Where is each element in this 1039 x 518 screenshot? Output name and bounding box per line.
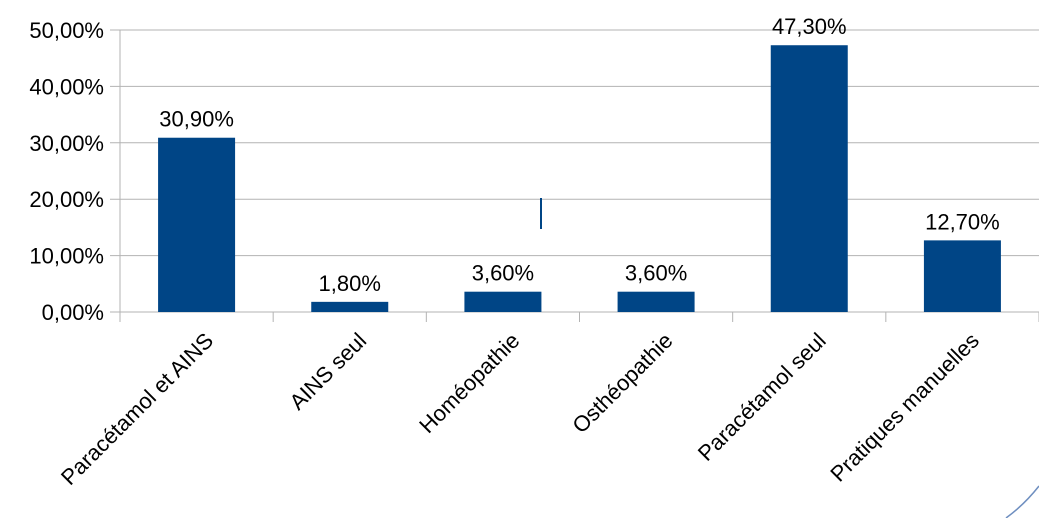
bar (770, 45, 848, 313)
bar (464, 291, 542, 312)
x-category-label: Paracétamol seul (693, 328, 831, 466)
x-category-label: Osthéopathie (567, 328, 677, 438)
y-tick-label: 20,00% (29, 187, 104, 212)
y-tick-label: 30,00% (29, 131, 104, 156)
data-label: 47,30% (772, 14, 847, 39)
data-label: 30,90% (159, 107, 234, 132)
bar (617, 291, 695, 312)
corner-arc-decoration (1005, 485, 1039, 518)
y-tick-label: 40,00% (29, 74, 104, 99)
grid-layer (110, 29, 1039, 313)
y-tick-label: 50,00% (29, 18, 104, 43)
x-category-label: Pratiques manuelles (825, 328, 984, 487)
x-category-label: Paracétamol et AINS (56, 328, 218, 490)
bar-layer (158, 45, 1001, 313)
bar (158, 137, 236, 312)
data-label: 12,70% (925, 209, 1000, 234)
x-category-label: Homéopathie (414, 328, 524, 438)
y-tick-label: 0,00% (42, 300, 104, 325)
data-label: 3,60% (472, 261, 534, 286)
bar (311, 301, 389, 312)
x-category-label: AINS seul (284, 328, 371, 415)
data-label: 3,60% (625, 261, 687, 286)
data-label: 1,80% (319, 271, 381, 296)
y-tick-label: 10,00% (29, 244, 104, 269)
bar (923, 240, 1001, 312)
axis-layer (119, 30, 1039, 322)
